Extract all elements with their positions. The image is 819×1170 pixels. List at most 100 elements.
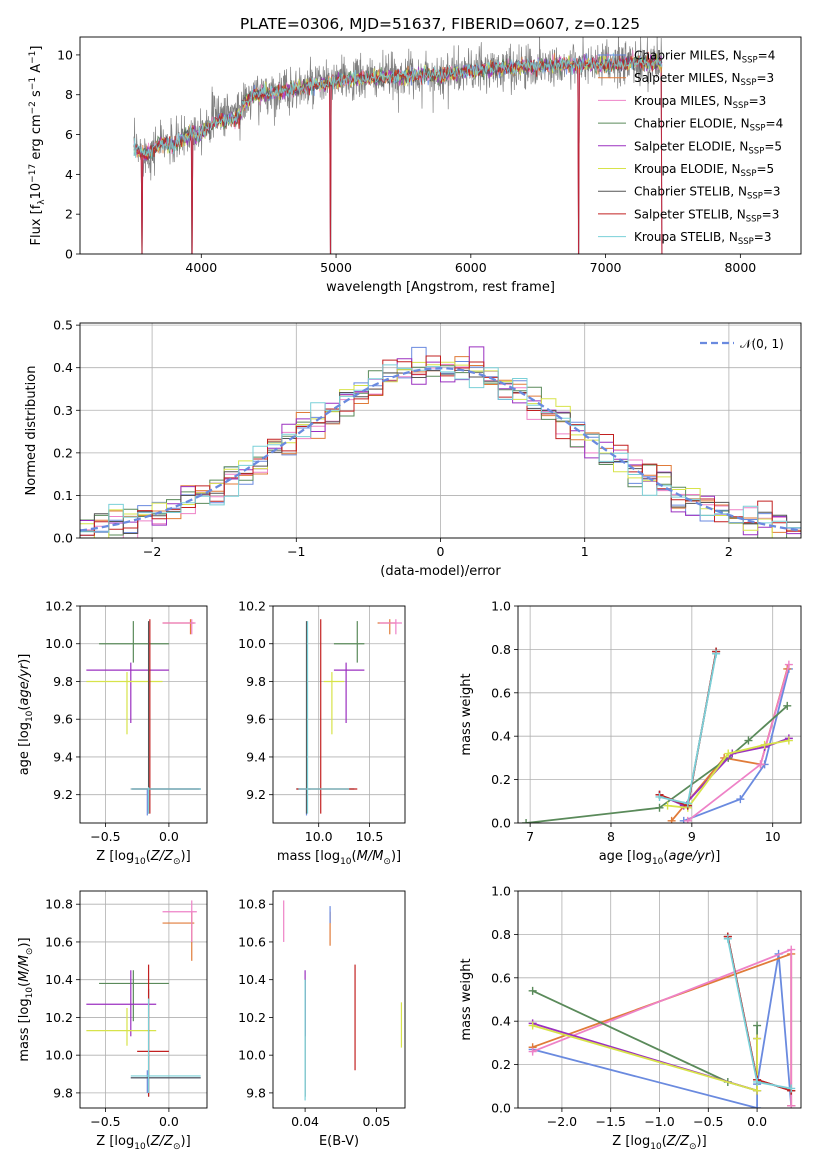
point-marker <box>753 1104 762 1108</box>
legend-subscript: SSP <box>742 56 758 66</box>
point-marker <box>655 803 664 812</box>
legend-subscript: SSP <box>750 124 766 134</box>
y-tick-label: 10.0 <box>238 1048 266 1063</box>
label-part: )] <box>17 654 32 664</box>
label-part: )] <box>181 1134 191 1149</box>
y-tick-label: 0.3 <box>53 403 73 418</box>
y-tick-label: 0.2 <box>491 772 511 787</box>
legend-label: Kroupa ELODIE, NSSP=5 <box>634 162 774 179</box>
y-axis-label: age [log10(age/yr)] <box>17 654 35 776</box>
label-part: ( <box>146 849 151 864</box>
massweight-vs-Z-frame <box>517 890 802 1109</box>
label-part: log <box>320 849 340 864</box>
point-marker <box>736 795 745 804</box>
x-tick-label: 8000 <box>724 260 756 275</box>
label-part: 10 <box>25 987 35 999</box>
label-part: Z [ <box>612 1134 630 1149</box>
label-part: ⊙ <box>689 1142 697 1152</box>
legend-suffix: =3 <box>754 230 772 244</box>
label-part: Normed distribution <box>24 366 39 496</box>
point-marker <box>787 945 796 954</box>
x-tick-label: −0.5 <box>90 829 120 844</box>
label-part: )] <box>181 849 191 864</box>
x-axis-label: (data-model)/error <box>380 564 501 579</box>
x-axis-label: age [log10(age/yr)] <box>599 849 721 867</box>
y-tick-label: 9.8 <box>246 1085 266 1100</box>
legend-suffix: =3 <box>762 207 780 221</box>
y-tick-label: 9.2 <box>53 787 73 802</box>
series-line <box>683 668 790 822</box>
point-marker <box>753 1086 762 1095</box>
label-part: Z/Z <box>666 1134 690 1149</box>
legend-label: Salpeter ELODIE, NSSP=5 <box>634 139 782 156</box>
point-marker <box>744 736 753 745</box>
legend-suffix: =3 <box>749 94 767 108</box>
point-marker <box>723 934 732 943</box>
label-part: mass weight <box>459 958 474 1040</box>
x-tick-label: 0.0 <box>747 1114 767 1129</box>
label-part: mass weight <box>459 673 474 755</box>
point-marker <box>724 749 733 758</box>
y-axis-label: mass [log10(M/M⊙)] <box>17 937 35 1061</box>
x-axis-label: Z [log10(Z/Z⊙)] <box>96 849 190 867</box>
label-part: 10 <box>29 183 44 200</box>
label-part: erg cm <box>29 114 44 163</box>
y-tick-label: 9.6 <box>53 712 73 727</box>
label-part: ( <box>662 1134 667 1149</box>
mass-vs-EBV-frame <box>272 890 406 1109</box>
mass-vs-Z-frame <box>79 890 208 1109</box>
x-tick-label: −0.5 <box>90 1114 120 1129</box>
x-axis-label: wavelength [Angstrom, rest frame] <box>326 280 555 295</box>
y-tick-label: 0 <box>65 247 73 262</box>
y-tick-label: 10.8 <box>45 897 73 912</box>
legend-label: Salpeter MILES, NSSP=3 <box>634 71 774 88</box>
legend-suffix: =5 <box>756 162 774 176</box>
age-vs-mass-axes: 10.0 10.5 9.2 9.4 9.6 9.8 10.0 10.2 mass [log10(… <box>238 599 406 867</box>
age-vs-Z-plot-area <box>86 619 201 816</box>
label-part: ⊙ <box>383 857 391 867</box>
label-part: ⊙ <box>25 948 35 956</box>
label-part: )] <box>710 849 720 864</box>
point-marker <box>522 819 531 823</box>
label-part: mass [ <box>277 849 320 864</box>
label-part: )] <box>17 937 32 947</box>
label-part: ⊙ <box>173 857 181 867</box>
x-axis-label: Z [log10(Z/Z⊙)] <box>96 1134 190 1152</box>
point-marker <box>787 1101 796 1108</box>
x-axis-label: Z [log10(Z/Z⊙)] <box>612 1134 706 1152</box>
age-vs-Z-axes: −0.5 0.09.29.49.69.810.010.2Z [log10(Z/Z⊙… <box>17 599 208 867</box>
label-part: log <box>114 849 134 864</box>
y-tick-label: 10.2 <box>45 599 73 614</box>
spectrum-frame <box>79 36 802 255</box>
y-tick-label: 10.0 <box>45 636 73 651</box>
y-tick-label: 0.2 <box>491 1057 511 1072</box>
label-part: 10 <box>652 857 664 867</box>
point-marker <box>528 1021 537 1030</box>
age-vs-mass-frame <box>272 605 406 824</box>
x-tick-label: 9 <box>688 829 696 844</box>
age-vs-Z-frame <box>79 605 208 824</box>
label-part: ( <box>663 849 668 864</box>
point-marker <box>528 986 537 995</box>
label-part: −17 <box>28 164 38 183</box>
legend-suffix: =5 <box>764 139 782 153</box>
legend-subscript: SSP <box>738 237 754 247</box>
figure-title: PLATE=0306, MJD=51637, FIBERID=0607, z=0… <box>240 15 640 33</box>
point-marker <box>783 701 792 710</box>
x-tick-label: 0.05 <box>363 1114 391 1129</box>
x-tick-label: 6000 <box>455 260 487 275</box>
mass-vs-EBV-plot-area <box>283 900 403 1101</box>
label-part: E(B-V) <box>319 1134 359 1149</box>
label-part: ( <box>146 1134 151 1149</box>
label-part: 10 <box>25 710 35 722</box>
y-tick-label: 0.0 <box>491 816 511 831</box>
y-axis-label: mass weight <box>459 958 474 1040</box>
y-tick-label: 0.4 <box>491 1014 511 1029</box>
normal-curve <box>80 367 801 532</box>
y-tick-label: 0.4 <box>491 729 511 744</box>
x-tick-label: −2 <box>143 544 161 559</box>
y-tick-label: 0.4 <box>53 360 73 375</box>
point-marker <box>655 792 664 801</box>
point-marker <box>683 816 692 823</box>
point-marker <box>756 760 765 769</box>
